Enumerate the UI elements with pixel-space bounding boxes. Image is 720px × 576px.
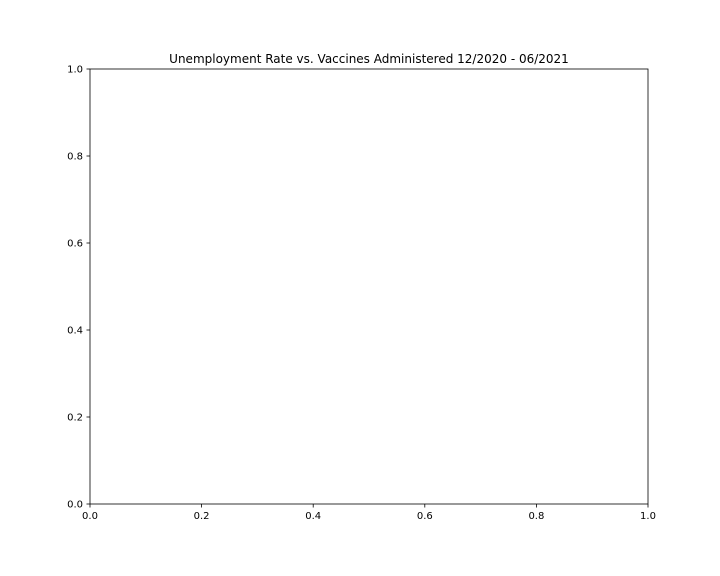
x-tick-label: 0.0 [82, 511, 98, 522]
x-tick-label: 0.2 [194, 511, 210, 522]
y-tick-label: 0.8 [67, 152, 83, 163]
y-tick-label: 0.0 [67, 500, 83, 511]
y-tick-label: 0.4 [67, 326, 83, 337]
y-tick-label: 0.2 [67, 413, 83, 424]
y-axis-ticks: 0.0 0.2 0.4 0.6 0.8 1.0 [67, 65, 90, 511]
x-tick-label: 1.0 [640, 511, 656, 522]
x-tick-label: 0.8 [528, 511, 544, 522]
plot-area-frame [89, 68, 649, 505]
x-tick-label: 0.6 [417, 511, 433, 522]
chart-title: Unemployment Rate vs. Vaccines Administe… [169, 52, 569, 66]
x-tick-label: 0.4 [305, 511, 321, 522]
y-tick-label: 0.6 [67, 239, 83, 250]
x-axis-ticks: 0.0 0.2 0.4 0.6 0.8 1.0 [82, 504, 656, 522]
y-tick-label: 1.0 [67, 65, 83, 76]
